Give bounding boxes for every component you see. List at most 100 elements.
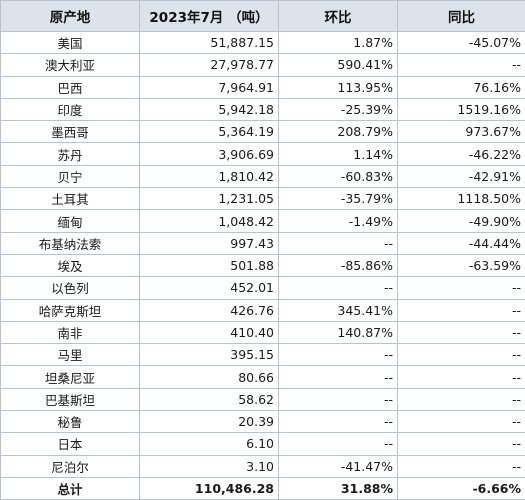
- cell-volume: 58.62: [140, 388, 279, 410]
- cell-volume: 426.76: [140, 299, 279, 321]
- header-mom: 环比: [279, 1, 398, 32]
- cell-mom: 345.41%: [279, 299, 398, 321]
- header-row: 原产地 2023年7月 （吨） 环比 同比: [1, 1, 525, 32]
- cell-yoy: -6.66%: [398, 477, 525, 499]
- cell-mom: 208.79%: [279, 121, 398, 143]
- cell-yoy: -44.44%: [398, 232, 525, 254]
- cell-volume: 110,486.28: [140, 477, 279, 499]
- cell-origin: 巴西: [1, 76, 140, 98]
- cell-volume: 410.40: [140, 321, 279, 343]
- cell-yoy: -45.07%: [398, 32, 525, 54]
- cell-yoy: 1118.50%: [398, 188, 525, 210]
- cell-origin: 澳大利亚: [1, 54, 140, 76]
- cell-origin: 缅甸: [1, 210, 140, 232]
- cell-volume: 5,364.19: [140, 121, 279, 143]
- cell-volume: 1,231.05: [140, 188, 279, 210]
- cell-origin: 土耳其: [1, 188, 140, 210]
- cell-origin: 秘鲁: [1, 411, 140, 433]
- cell-mom: --: [279, 411, 398, 433]
- cell-volume: 20.39: [140, 411, 279, 433]
- cell-yoy: --: [398, 54, 525, 76]
- cell-volume: 51,887.15: [140, 32, 279, 54]
- cell-mom: 1.87%: [279, 32, 398, 54]
- cell-mom: 1.14%: [279, 143, 398, 165]
- cell-mom: --: [279, 277, 398, 299]
- cell-mom: --: [279, 433, 398, 455]
- cell-origin: 哈萨克斯坦: [1, 299, 140, 321]
- cell-yoy: 76.16%: [398, 76, 525, 98]
- header-origin: 原产地: [1, 1, 140, 32]
- cell-mom: 590.41%: [279, 54, 398, 76]
- cell-volume: 80.66: [140, 366, 279, 388]
- cell-origin: 总计: [1, 477, 140, 499]
- cell-volume: 27,978.77: [140, 54, 279, 76]
- cell-volume: 452.01: [140, 277, 279, 299]
- cell-origin: 马里: [1, 344, 140, 366]
- cell-mom: -1.49%: [279, 210, 398, 232]
- cell-yoy: -46.22%: [398, 143, 525, 165]
- cell-yoy: 1519.16%: [398, 98, 525, 120]
- cell-yoy: -42.91%: [398, 165, 525, 187]
- cell-mom: -41.47%: [279, 455, 398, 477]
- cell-yoy: --: [398, 344, 525, 366]
- cell-volume: 3,906.69: [140, 143, 279, 165]
- cell-mom: --: [279, 232, 398, 254]
- cell-origin: 贝宁: [1, 165, 140, 187]
- cell-volume: 395.15: [140, 344, 279, 366]
- cell-mom: -60.83%: [279, 165, 398, 187]
- cell-volume: 3.10: [140, 455, 279, 477]
- cell-volume: 1,810.42: [140, 165, 279, 187]
- cell-origin: 以色列: [1, 277, 140, 299]
- cell-mom: 113.95%: [279, 76, 398, 98]
- cell-yoy: --: [398, 299, 525, 321]
- cell-mom: -35.79%: [279, 188, 398, 210]
- cell-yoy: --: [398, 321, 525, 343]
- cell-origin: 巴基斯坦: [1, 388, 140, 410]
- header-yoy: 同比: [398, 1, 525, 32]
- cell-yoy: 973.67%: [398, 121, 525, 143]
- cell-yoy: --: [398, 366, 525, 388]
- cell-yoy: -63.59%: [398, 254, 525, 276]
- cell-mom: --: [279, 366, 398, 388]
- cell-origin: 坦桑尼亚: [1, 366, 140, 388]
- cell-mom: -85.86%: [279, 254, 398, 276]
- cell-volume: 7,964.91: [140, 76, 279, 98]
- cell-mom: --: [279, 388, 398, 410]
- cell-origin: 布基纳法索: [1, 232, 140, 254]
- cell-mom: -25.39%: [279, 98, 398, 120]
- cell-mom: 140.87%: [279, 321, 398, 343]
- cell-yoy: --: [398, 277, 525, 299]
- header-volume: 2023年7月 （吨）: [140, 1, 279, 32]
- cell-origin: 尼泊尔: [1, 455, 140, 477]
- cell-volume: 5,942.18: [140, 98, 279, 120]
- cell-origin: 南非: [1, 321, 140, 343]
- cell-yoy: --: [398, 388, 525, 410]
- cell-volume: 1,048.42: [140, 210, 279, 232]
- cell-yoy: --: [398, 455, 525, 477]
- cell-yoy: --: [398, 433, 525, 455]
- cell-volume: 6.10: [140, 433, 279, 455]
- cell-mom: 31.88%: [279, 477, 398, 499]
